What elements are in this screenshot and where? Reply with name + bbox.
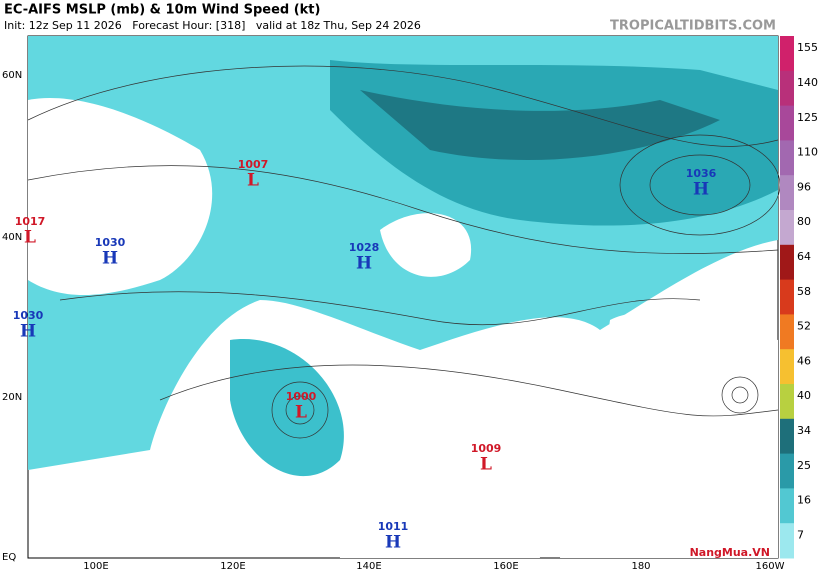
colorbar-swatch [780,105,794,141]
colorbar-label: 7 [797,528,804,541]
center-letter: L [295,403,307,423]
colorbar-label: 155 [797,41,818,54]
colorbar-swatch [780,175,794,211]
colorbar-swatch [780,349,794,385]
center-letter: H [20,322,36,342]
center-pressure: 1028 [349,241,380,254]
colorbar-swatch [780,384,794,420]
colorbar-swatch [780,244,794,281]
lon-label: 100E [83,561,108,572]
colorbar-label: 34 [797,424,811,437]
center-letter: L [247,171,259,191]
colorbar-swatch [780,140,794,176]
colorbar-label: 52 [797,320,811,333]
title: EC-AIFS MSLP (mb) & 10m Wind Speed (kt) [4,3,320,18]
center-pressure: 1000 [286,390,317,403]
center-pressure: 1036 [686,167,717,180]
lat-label: EQ [2,552,16,563]
lon-label: 180 [631,561,650,572]
center-pressure: 1030 [13,309,44,322]
colorbar-label: 58 [797,285,811,298]
subtitle: Init: 12z Sep 11 2026 Forecast Hour: [31… [4,19,421,32]
center-letter: H [102,249,118,269]
colorbar-label: 125 [797,111,818,124]
colorbar-label: 46 [797,354,811,367]
colorbar-swatch [780,279,794,315]
center-pressure: 1011 [378,520,409,533]
lon-label: 140E [356,561,381,572]
colorbar-label: 140 [797,76,818,89]
colorbar-label: 64 [797,250,811,263]
lon-label: 120E [220,561,245,572]
lat-label: 60N [2,70,22,81]
colorbar-label: 25 [797,459,811,472]
colorbar-swatch [780,523,794,559]
center-pressure: 1007 [238,158,269,171]
center-pressure: 1030 [95,236,126,249]
colorbar-label: 96 [797,180,811,193]
colorbar-swatch [780,36,794,72]
lon-label: 160W [756,561,785,572]
colorbar-label: 40 [797,389,811,402]
colorbar: 155 140 125 110 96 80 64 58 52 46 40 34 25 16 7 [780,36,818,559]
colorbar-swatch [780,210,794,246]
center-letter: H [356,254,372,274]
center-pressure: 1017 [15,215,46,228]
colorbar-label: 110 [797,146,818,159]
center-letter: H [693,180,709,200]
center-pressure: 1009 [471,442,502,455]
lon-label: 160E [493,561,518,572]
map-area [27,35,781,559]
center-letter: L [480,455,492,475]
lat-label: 20N [2,392,22,403]
colorbar-swatch [780,488,794,524]
colorbar-swatch [780,453,794,489]
source: TROPICALTIDBITS.COM [610,19,776,34]
colorbar-swatch [780,418,794,455]
watermark: NangMua.VN [690,546,770,559]
colorbar-label: 80 [797,215,811,228]
center-letter: H [385,533,401,553]
colorbar-label: 16 [797,494,811,507]
colorbar-swatch [780,314,794,350]
colorbar-swatch [780,70,794,107]
lat-label: 40N [2,232,22,243]
center-letter: L [24,228,36,248]
